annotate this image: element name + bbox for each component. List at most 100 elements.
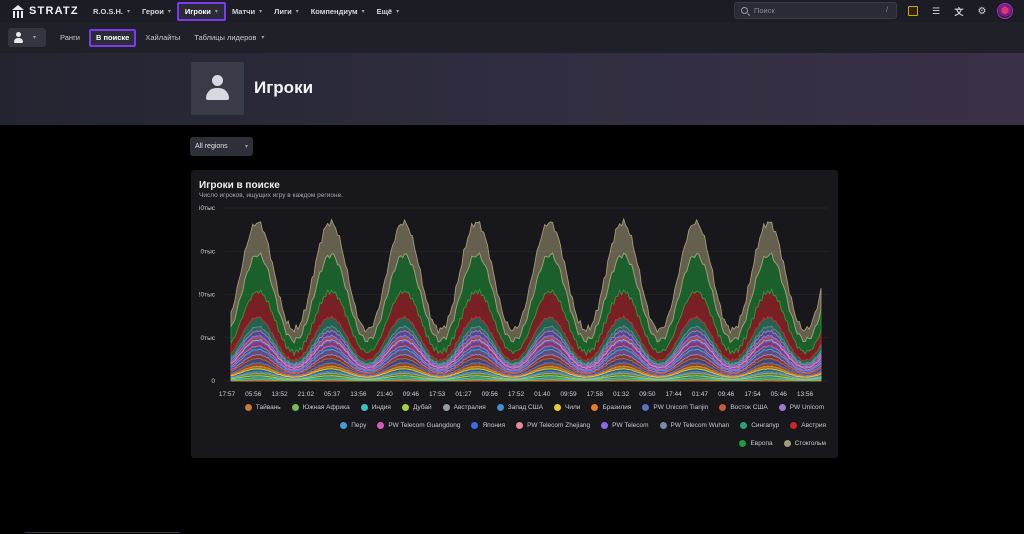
legend-item[interactable]: Восток США — [719, 404, 768, 411]
legend-item[interactable]: Австрия — [790, 422, 826, 429]
notepad-icon[interactable] — [905, 3, 921, 19]
sub-navbar: ▾ Ранги В поиске Хайлайты Таблицы лидеро… — [0, 22, 1024, 53]
search-shortcut-hint: / — [886, 7, 888, 14]
nav-item-matches[interactable]: Матчи ▾ — [226, 2, 268, 21]
legend-label: Дубай — [412, 404, 432, 411]
legend-item[interactable]: Европа — [739, 440, 773, 447]
legend-item[interactable]: Чили — [554, 404, 580, 411]
x-tick-label: 01:47 — [692, 391, 709, 398]
legend-label: Чили — [565, 404, 581, 411]
legend-label: Стокгольм — [794, 440, 826, 447]
legend-swatch — [554, 404, 562, 411]
legend-label: Южная Африка — [302, 404, 350, 411]
checklist-icon[interactable]: ☰ — [931, 5, 941, 16]
legend-label: Индия — [371, 404, 391, 411]
nav-item-players[interactable]: Игроки ▾ — [176, 1, 226, 21]
legend-row: Тайвань Южная Африка Индия Дубай Австралия За… — [191, 404, 838, 411]
legend-item[interactable]: PW Telecom Guangdong — [377, 422, 460, 429]
legend-item[interactable]: PW Telecom — [601, 422, 649, 429]
series-area-20[interactable] — [230, 217, 822, 344]
tab-in-queue[interactable]: В поиске — [89, 28, 137, 47]
region-dropdown[interactable]: All regions ▾ — [190, 137, 253, 156]
legend-item[interactable]: Сингапур — [740, 422, 779, 429]
translate-icon[interactable]: 文 — [954, 6, 964, 17]
x-tick-label: 13:56 — [350, 391, 367, 398]
legend-swatch — [790, 422, 798, 429]
nav-item-compendium[interactable]: Компендиум ▾ — [305, 2, 371, 21]
x-tick-label: 13:52 — [271, 391, 288, 398]
legend-label: PW Telecom — [612, 422, 649, 429]
legend-swatch — [591, 404, 599, 411]
legend-item[interactable]: Австралия — [442, 404, 486, 411]
legend-swatch — [719, 404, 727, 411]
user-icon — [13, 32, 24, 43]
tab-label: В поиске — [96, 33, 130, 42]
legend-item[interactable]: Южная Африка — [291, 404, 350, 411]
tab-leaderboards[interactable]: Таблицы лидеров ▾ — [189, 29, 269, 47]
topbar-actions: ☰ 文 ⚙ — [905, 3, 1020, 19]
chevron-down-icon: ▾ — [361, 8, 365, 15]
chevron-down-icon: ▾ — [33, 35, 37, 41]
x-tick-label: 17:44 — [665, 391, 682, 398]
chevron-down-icon: ▾ — [261, 35, 265, 41]
legend-swatch — [471, 422, 479, 429]
y-tick-label: 0 — [211, 378, 215, 385]
legend-label: Бразилия — [602, 404, 632, 411]
legend-item[interactable]: PW Unicom — [778, 404, 824, 411]
gear-icon[interactable]: ⚙ — [977, 5, 987, 17]
legend-item[interactable]: Дубай — [401, 404, 432, 411]
nav-item-leagues[interactable]: Лиги ▾ — [268, 2, 305, 21]
chevron-down-icon: ▾ — [259, 8, 263, 15]
legend-swatch — [377, 422, 385, 429]
x-tick-label: 17:54 — [744, 391, 761, 398]
stratz-logo[interactable]: STRATZ — [11, 4, 81, 18]
legend-swatch — [442, 404, 450, 411]
legend-label: Австралия — [453, 404, 486, 411]
profile-selector[interactable]: ▾ — [8, 28, 46, 47]
y-tick-label: i0тыс — [199, 205, 216, 212]
legend-swatch — [244, 404, 252, 411]
legend-label: PW Telecom Wuhan — [670, 422, 730, 429]
nav-item-heroes[interactable]: Герои ▾ — [136, 2, 177, 21]
legend-item[interactable]: Стокгольм — [783, 440, 826, 447]
legend-item[interactable]: Япония — [471, 422, 505, 429]
x-tick-label: 21:40 — [376, 391, 393, 398]
nav-item-label: R.O.S.H. — [93, 6, 124, 16]
nav-item-more[interactable]: Ещё ▾ — [371, 2, 406, 21]
legend-swatch — [516, 422, 524, 429]
legend-item[interactable]: Бразилия — [591, 404, 631, 411]
nav-item-label: Герои — [142, 6, 164, 16]
tab-highlights[interactable]: Хайлайты — [140, 29, 185, 47]
nav-item-label: Компендиум — [310, 6, 358, 16]
legend-swatch — [783, 440, 791, 447]
page-header: Игроки — [0, 53, 1024, 125]
legend-label: PW Telecom Zhejiang — [527, 422, 591, 429]
legend-item[interactable]: PW Telecom Zhejiang — [516, 422, 590, 429]
legend-item[interactable]: Запад США — [496, 404, 543, 411]
legend-swatch — [360, 404, 368, 411]
y-tick-label: 0тыс — [200, 248, 215, 255]
legend-item[interactable]: PW Unicom Tianjin — [642, 404, 708, 411]
search-box[interactable]: / — [734, 2, 897, 19]
legend-item[interactable]: PW Telecom Wuhan — [659, 422, 730, 429]
tab-ranks[interactable]: Ранги — [55, 29, 85, 47]
x-tick-label: 05:37 — [324, 391, 341, 398]
legend-label: Япония — [482, 422, 506, 429]
legend-item[interactable]: Перу — [340, 422, 366, 429]
legend-swatch — [601, 422, 609, 429]
nav-item-label: Лиги — [274, 6, 292, 16]
nav-item-label: Матчи — [231, 6, 256, 16]
legend-swatch — [340, 422, 348, 429]
legend-row: Перу PW Telecom Guangdong Япония PW Telecom… — [191, 422, 838, 429]
legend-label: Австрия — [801, 422, 826, 429]
legend-swatch — [740, 422, 748, 429]
profile-avatar-icon[interactable] — [997, 3, 1013, 19]
x-tick-label: 01:40 — [534, 391, 551, 398]
search-input[interactable] — [754, 6, 874, 15]
legend-item[interactable]: Индия — [360, 404, 391, 411]
legend-item[interactable]: Тайвань — [244, 404, 281, 411]
nav-item-rosh[interactable]: R.O.S.H. ▾ — [87, 2, 136, 21]
x-tick-label: 09:46 — [403, 391, 420, 398]
legend-label: PW Unicom Tianjin — [653, 404, 709, 411]
x-tick-label: 09:46 — [718, 391, 735, 398]
